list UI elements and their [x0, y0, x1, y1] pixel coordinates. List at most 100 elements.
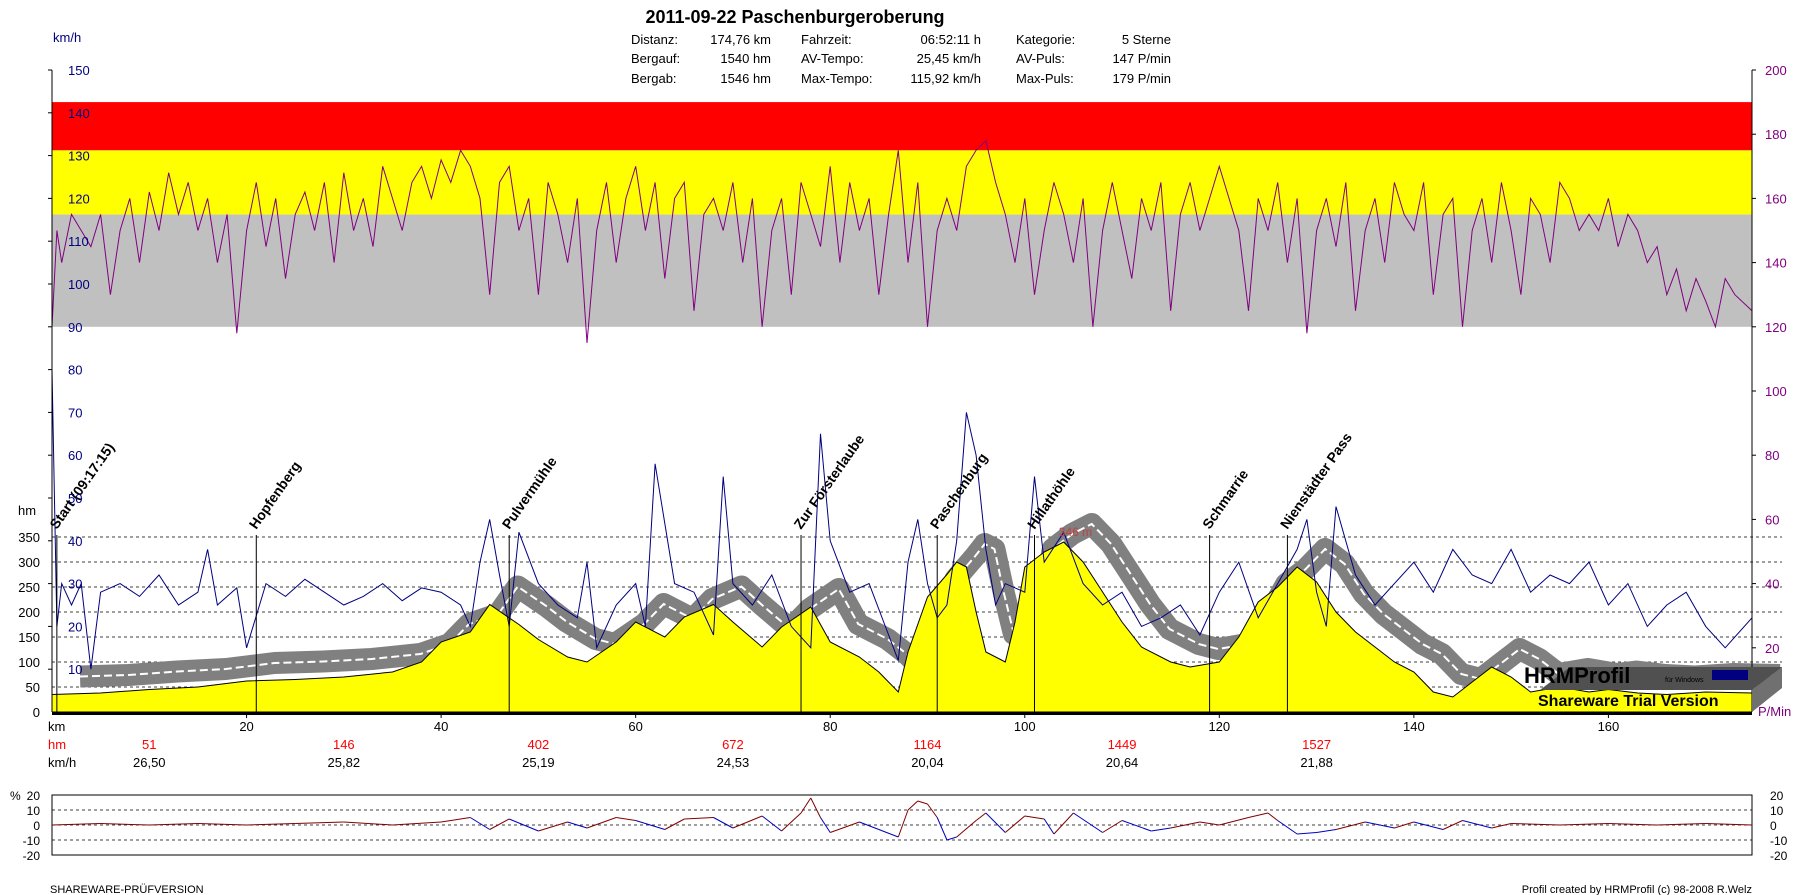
slope-segment [985, 812, 1006, 833]
segment-kmh-value: 20,64 [1106, 755, 1139, 770]
slope-segment [859, 821, 880, 830]
altitude-tick-label: 150 [18, 630, 40, 645]
altitude-profile [51, 513, 1781, 712]
slope-segment [538, 821, 568, 832]
slope-tick-label-right: 0 [1770, 819, 1777, 833]
pulse-tick-label: 40 [1765, 577, 1779, 592]
segment-hm-row: 51 146 402 672 1164 1449 1527 [142, 737, 1331, 752]
pulse-zone-red [52, 102, 1752, 151]
km-tick-label: 100 [1014, 719, 1036, 734]
segment-kmh-value: 25,82 [328, 755, 361, 770]
pulse-tick-label: 60 [1765, 512, 1779, 527]
altitude-tick-label: 100 [18, 655, 40, 670]
speed-tick-label: 140 [68, 106, 90, 121]
pulse-zones [52, 102, 1752, 327]
pulse-tick-label: 20 [1765, 641, 1779, 656]
slope-segment [1102, 820, 1123, 833]
pulse-series [51, 139, 1753, 343]
speed-tick-label: 100 [68, 277, 90, 292]
pulse-tick-label: 160 [1765, 191, 1787, 206]
slope-segment [1024, 815, 1045, 820]
km-tick-label: 140 [1403, 719, 1425, 734]
speed-tick-label: 10 [68, 662, 82, 677]
segment-kmh-value: 21,88 [1300, 755, 1333, 770]
slope-segment [1043, 818, 1055, 835]
altitude-tick-label: 300 [18, 555, 40, 570]
speed-tick-label: 90 [68, 320, 82, 335]
km-axis: 20 40 60 80 100 120 140 160 [239, 712, 1619, 734]
stat-label-bergab: Bergab: [631, 71, 677, 86]
altitude-tick-label: 0 [33, 705, 40, 720]
slope-segment [1053, 812, 1074, 835]
slope-segment [1491, 823, 1512, 829]
slope-segment [1705, 823, 1753, 826]
stat-label-max-puls: Max-Puls: [1016, 71, 1074, 86]
hrmprofil-logo-sub: für Windows [1665, 677, 1704, 684]
logo-miniprofile [1712, 670, 1748, 680]
slope-segment [1151, 827, 1171, 832]
segment-hm-value: 51 [142, 737, 156, 752]
slope-segment [616, 817, 636, 821]
stat-label-av-tempo: AV-Tempo: [801, 51, 864, 66]
speed-tick-label: 50 [68, 491, 82, 506]
segment-kmh-value: 24,53 [717, 755, 750, 770]
stat-label-bergauf: Bergauf: [631, 51, 680, 66]
pulse-zone-yellow [52, 150, 1752, 215]
slope-segment [1462, 820, 1492, 829]
stat-label-max-tempo: Max-Tempo: [801, 71, 873, 86]
slope-segment [1365, 821, 1395, 829]
slope-segment [761, 815, 782, 832]
altitude-axis: 350 300 250 200 150 100 50 0 [18, 530, 40, 720]
slope-tick-label-left: 10 [27, 804, 41, 818]
stat-value-kategorie: 5 Sterne [1122, 32, 1171, 47]
slope-segment [975, 812, 987, 821]
slope-segment [1442, 820, 1463, 830]
stat-value-max-tempo: 115,92 km/h [910, 71, 981, 86]
segment-kmh-value: 26,50 [133, 755, 166, 770]
slope-tick-label-left: 20 [27, 789, 41, 803]
footer-left: SHAREWARE-PRÜFVERSION [50, 884, 204, 895]
segment-hm-value: 1164 [914, 737, 942, 752]
slope-segment [441, 817, 471, 823]
slope-segment [946, 836, 957, 841]
slope-segment [1219, 817, 1249, 826]
slope-segment [1248, 812, 1269, 818]
slope-segment [1297, 832, 1317, 835]
slope-segment [1199, 821, 1220, 826]
speed-tick-label: 40 [68, 534, 82, 549]
slope-segment [1413, 821, 1444, 830]
stat-label-av-puls: AV-Puls: [1016, 51, 1065, 66]
slope-segment [1394, 821, 1415, 829]
km-tick-label: 120 [1208, 719, 1230, 734]
waypoint-label: Zur Försterlaube [790, 431, 867, 531]
km-tick-label: 20 [239, 719, 253, 734]
slope-segment [197, 823, 247, 826]
pulse-tick-label: 140 [1765, 256, 1787, 271]
slope-segment [343, 821, 393, 826]
slope-segment [635, 820, 665, 830]
slope-tick-label-right: 20 [1770, 789, 1784, 803]
pulse-tick-label: 200 [1765, 63, 1787, 78]
slope-segment [586, 817, 617, 829]
hrmprofil-logo: HRMProfil [1524, 663, 1630, 688]
slope-segment [907, 800, 919, 811]
speed-tick-label: 60 [68, 448, 82, 463]
pulse-tick-label: 180 [1765, 127, 1787, 142]
waypoint-label: Schmarrie [1199, 466, 1252, 531]
kmh-row-label: km/h [48, 755, 76, 770]
segment-hm-value: 1527 [1302, 737, 1331, 752]
chart-title: 2011-09-22 Paschenburgeroberung [645, 7, 944, 27]
slope-tick-label-left: 0 [33, 819, 40, 833]
slope-segment [1277, 820, 1298, 835]
segment-kmh-value: 25,19 [522, 755, 555, 770]
altitude-tick-label: 50 [26, 680, 40, 695]
slope-segment [1004, 815, 1026, 833]
trial-banner: Shareware Trial Version [1538, 693, 1719, 710]
slope-segment [1335, 821, 1366, 830]
slope-segment [810, 797, 821, 818]
altitude-tick-label: 200 [18, 605, 40, 620]
pulse-zone-grey [52, 214, 1752, 327]
stat-label-kategorie: Kategorie: [1016, 32, 1075, 47]
slope-segment [927, 803, 938, 818]
